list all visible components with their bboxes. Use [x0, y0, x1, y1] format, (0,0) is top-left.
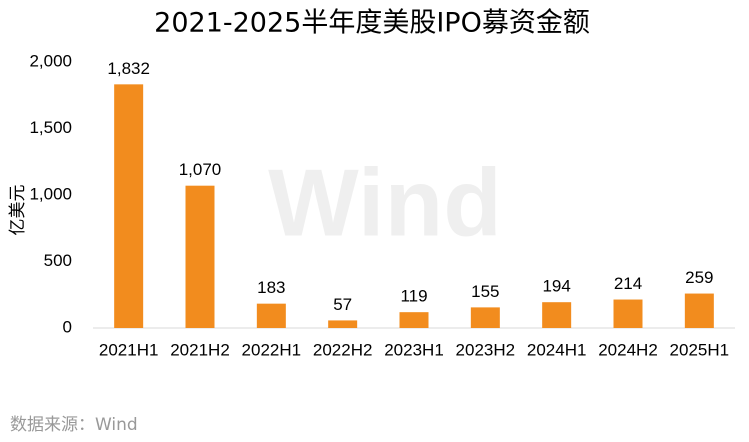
bar	[542, 302, 572, 328]
value-label: 1,070	[179, 160, 222, 179]
x-tick-label: 2022H1	[242, 340, 302, 359]
x-tick-label: 2025H1	[670, 340, 730, 359]
y-tick-label: 500	[44, 251, 72, 270]
y-tick-label: 0	[63, 317, 72, 336]
x-tick-label: 2023H2	[456, 340, 516, 359]
bar	[328, 320, 358, 328]
bar	[185, 185, 215, 328]
value-label: 194	[542, 277, 570, 296]
value-label: 57	[333, 295, 352, 314]
y-tick-label: 2,000	[29, 51, 72, 70]
x-tick-label: 2024H2	[598, 340, 658, 359]
value-label: 155	[471, 282, 499, 301]
value-label: 183	[257, 278, 285, 297]
y-tick-label: 1,500	[29, 118, 72, 137]
x-tick-label: 2021H1	[99, 340, 159, 359]
bar	[613, 299, 643, 328]
source-note: 数据来源：Wind	[10, 415, 138, 435]
value-label: 1,832	[107, 59, 150, 78]
x-tick-label: 2022H2	[313, 340, 373, 359]
y-tick-label: 1,000	[29, 184, 72, 203]
value-label: 119	[400, 287, 427, 306]
chart-title: 2021-2025半年度美股IPO募资金额	[154, 8, 590, 39]
value-label: 259	[685, 268, 713, 287]
x-tick-label: 2024H1	[527, 340, 587, 359]
y-axis-label: 亿美元	[8, 185, 28, 236]
x-tick-label: 2021H2	[170, 340, 230, 359]
value-label: 214	[614, 274, 642, 293]
x-tick-label: 2023H1	[384, 340, 444, 359]
bar	[114, 84, 144, 329]
bar	[399, 312, 429, 328]
bar	[470, 307, 500, 328]
bar	[256, 303, 286, 328]
watermark: Wind	[268, 149, 502, 256]
bar	[684, 293, 714, 328]
